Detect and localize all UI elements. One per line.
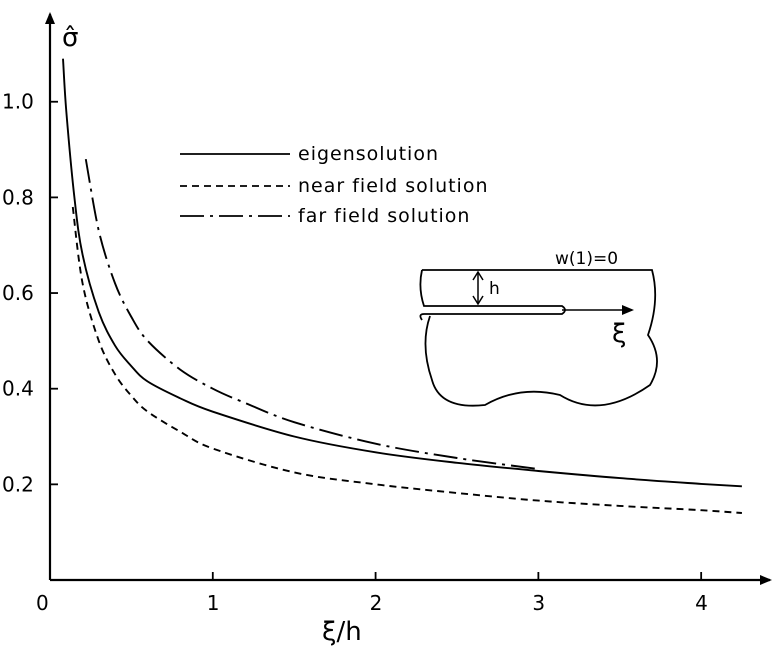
series-line-near-field-solution bbox=[71, 206, 742, 514]
schematic-boundary-label: w(1)=0 bbox=[555, 249, 618, 269]
x-tick-label: 1 bbox=[207, 591, 220, 615]
crack-schematic: h w(1)=0 ξ bbox=[419, 249, 658, 407]
x-axis-title: ξ/h bbox=[322, 617, 362, 647]
schematic-h-label: h bbox=[489, 279, 500, 299]
schematic-h-arrowheads bbox=[472, 270, 484, 306]
schematic-xi-label: ξ bbox=[612, 319, 627, 349]
x-tick-label: 0 bbox=[36, 591, 49, 615]
legend: eigensolution near field solution far fi… bbox=[180, 143, 489, 227]
legend-label-eigensolution: eigensolution bbox=[298, 143, 439, 165]
y-tick-label: 0.6 bbox=[2, 281, 34, 305]
x-tick-label: 3 bbox=[532, 591, 545, 615]
legend-label-far-field: far field solution bbox=[298, 205, 470, 227]
series-line-eigensolution bbox=[62, 58, 742, 488]
schematic-upper-layer bbox=[422, 269, 658, 407]
y-tick-label: 0.2 bbox=[2, 472, 34, 496]
series-layer bbox=[62, 58, 742, 514]
y-tick-label: 0.4 bbox=[2, 377, 34, 401]
y-tick-label: 1.0 bbox=[2, 90, 34, 114]
x-tick-label: 4 bbox=[695, 591, 708, 615]
y-tick-label: 0.8 bbox=[2, 185, 34, 209]
legend-label-near-field: near field solution bbox=[298, 175, 489, 197]
x-tick-label: 2 bbox=[370, 591, 383, 615]
axis-ticks: 0 1 2 3 4 0.2 0.4 0.6 0.8 1.0 bbox=[2, 90, 708, 615]
series-line-far-field-solution bbox=[84, 158, 539, 470]
y-axis-title: σ̂ bbox=[62, 23, 78, 53]
